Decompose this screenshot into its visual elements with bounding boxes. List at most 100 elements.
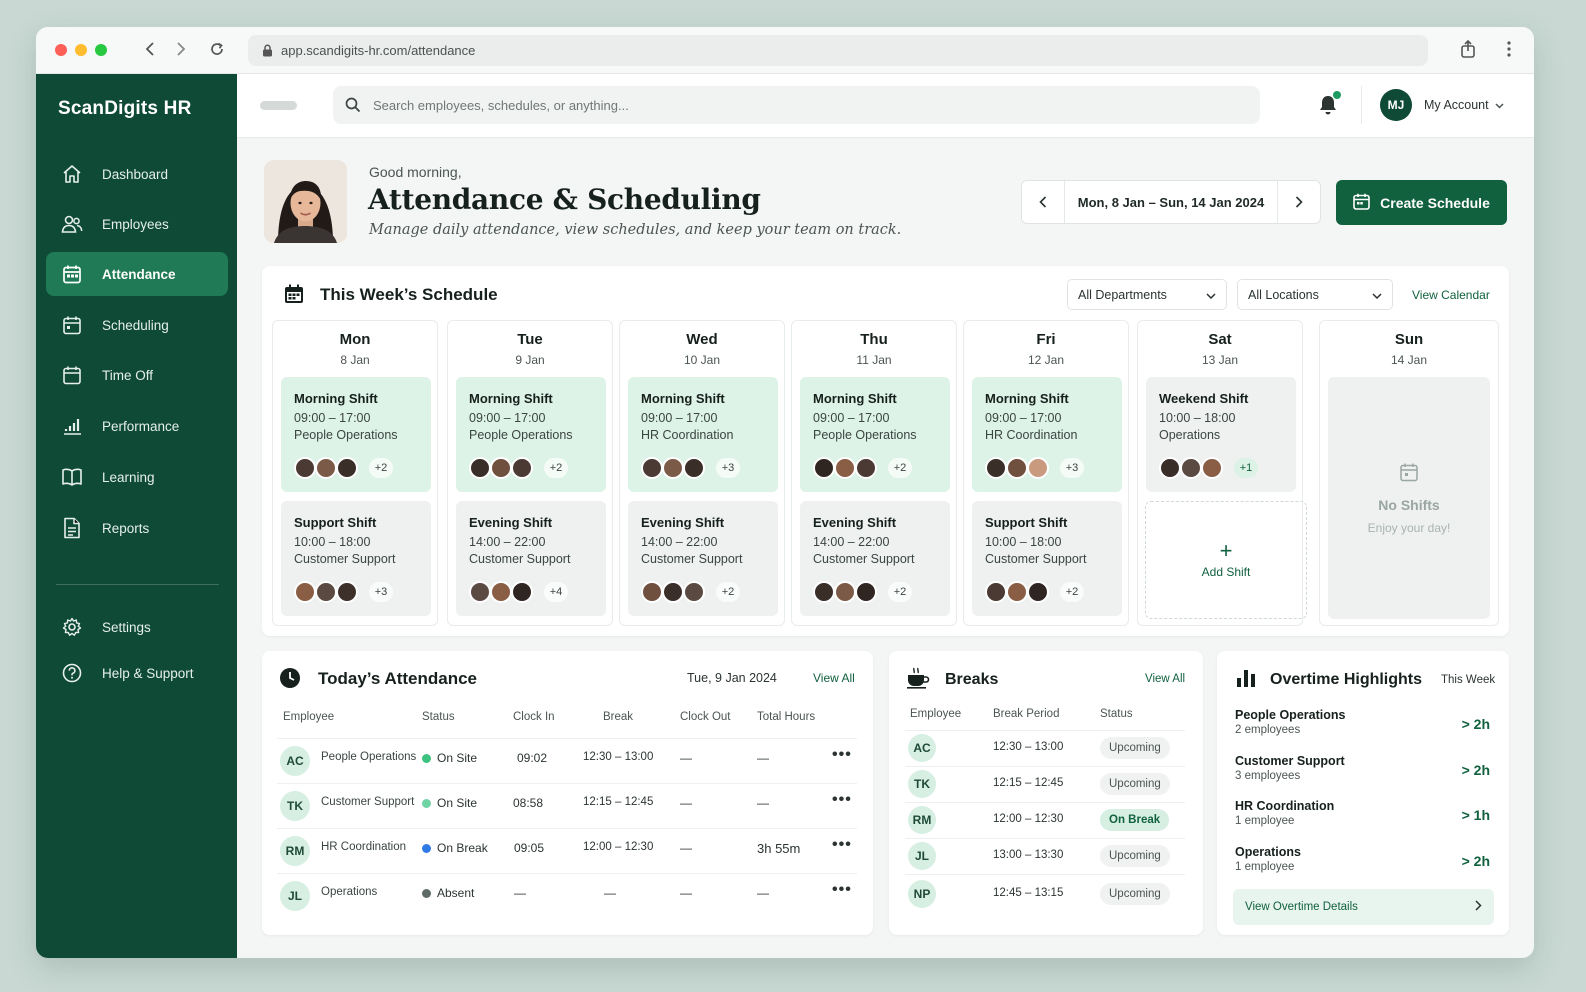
more-options-icon[interactable]	[1499, 39, 1519, 59]
row-actions-icon[interactable]: •••	[832, 881, 852, 898]
overtime-count: 1 employee	[1235, 861, 1295, 873]
shift-time: 10:00 – 18:00	[294, 535, 371, 549]
view-calendar-link[interactable]: View Calendar	[1412, 288, 1490, 302]
overtime-title: Overtime Highlights	[1270, 671, 1423, 688]
more-assignees-badge[interactable]: +1	[1234, 458, 1258, 478]
shift-time: 09:00 – 17:00	[641, 411, 718, 425]
table-row[interactable]: TK 12:15 – 12:45 Upcoming	[905, 766, 1185, 802]
search-input[interactable]: Search employees, schedules, or anything…	[333, 86, 1260, 124]
more-assignees-badge[interactable]: +2	[544, 458, 568, 478]
sidebar-item-reports[interactable]: Reports	[46, 506, 228, 550]
overtime-item[interactable]: People Operations 2 employees > 2h	[1235, 708, 1490, 736]
sidebar-item-employees[interactable]: Employees	[46, 202, 228, 246]
table-row[interactable]: NP 12:45 – 13:15 Upcoming	[905, 874, 1185, 910]
reload-icon[interactable]	[207, 39, 227, 59]
clock-out-cell: —	[680, 796, 692, 810]
more-assignees-badge[interactable]: +4	[544, 582, 568, 602]
user-avatar[interactable]: MJ	[1380, 89, 1412, 121]
sidebar-item-label: Help & Support	[102, 665, 194, 681]
row-actions-icon[interactable]: •••	[832, 836, 852, 853]
shift-card[interactable]: Evening Shift 14:00 – 22:00 Customer Sup…	[800, 501, 950, 616]
day-date: 9 Jan	[515, 353, 545, 367]
brand-logo[interactable]: ScanDigits HR	[58, 98, 192, 119]
date-range-label[interactable]: Mon, 8 Jan – Sun, 14 Jan 2024	[1064, 181, 1278, 223]
clock-in-cell: 08:58	[513, 796, 544, 810]
sidebar-item-help[interactable]: Help & Support	[46, 651, 228, 695]
forward-icon[interactable]	[171, 39, 191, 59]
shift-card[interactable]: Morning Shift 09:00 – 17:00 People Opera…	[456, 377, 606, 492]
table-row[interactable]: AC 12:30 – 13:00 Upcoming	[905, 730, 1185, 766]
create-schedule-button[interactable]: Create Schedule	[1336, 180, 1507, 225]
employee-initials-avatar: TK	[908, 770, 936, 798]
table-row[interactable]: TK Customer Support On Site 08:58 12:15 …	[277, 783, 857, 828]
shift-name: Evening Shift	[813, 515, 897, 530]
minimize-window-button[interactable]	[75, 44, 87, 56]
account-label: My Account	[1424, 98, 1489, 112]
more-assignees-badge[interactable]: +2	[369, 458, 393, 478]
view-overtime-details-button[interactable]: View Overtime Details	[1233, 889, 1494, 925]
previous-week-button[interactable]	[1022, 181, 1064, 223]
status-badge: Upcoming	[1100, 773, 1170, 795]
sidebar-item-settings[interactable]: Settings	[46, 605, 228, 649]
shift-card[interactable]: Evening Shift 14:00 – 22:00 Customer Sup…	[628, 501, 778, 616]
overtime-item[interactable]: Operations 1 employee > 2h	[1235, 845, 1490, 873]
sidebar-item-dashboard[interactable]: Dashboard	[46, 152, 228, 196]
status-cell: On Site	[422, 751, 477, 765]
menu-toggle-button[interactable]	[260, 101, 297, 110]
clock-icon	[279, 667, 301, 694]
overtime-item[interactable]: HR Coordination 1 employee > 1h	[1235, 799, 1490, 827]
notification-bell-icon[interactable]	[1318, 94, 1338, 121]
table-row[interactable]: RM 12:00 – 12:30 On Break	[905, 802, 1185, 838]
department-filter-select[interactable]: All Departments	[1067, 279, 1227, 310]
close-window-button[interactable]	[55, 44, 67, 56]
more-assignees-badge[interactable]: +3	[1060, 458, 1084, 478]
shift-card[interactable]: Weekend Shift 10:00 – 18:00 Operations +…	[1146, 377, 1296, 492]
account-menu[interactable]: My Account	[1424, 98, 1504, 112]
table-row[interactable]: JL 13:00 – 13:30 Upcoming	[905, 838, 1185, 874]
assigned-avatars: +3	[641, 457, 740, 479]
table-row[interactable]: RM HR Coordination On Break 09:05 12:00 …	[277, 828, 857, 873]
maximize-window-button[interactable]	[95, 44, 107, 56]
more-assignees-badge[interactable]: +2	[716, 582, 740, 602]
more-assignees-badge[interactable]: +2	[888, 582, 912, 602]
avatar	[294, 457, 316, 479]
sidebar-item-label: Performance	[102, 418, 180, 434]
row-actions-icon[interactable]: •••	[832, 791, 852, 808]
sidebar-item-time-off[interactable]: Time Off	[46, 353, 228, 397]
day-column-tue: Tue 9 Jan Morning Shift 09:00 – 17:00 Pe…	[447, 320, 613, 626]
breaks-view-all-link[interactable]: View All	[1145, 673, 1186, 685]
shift-card[interactable]: Morning Shift 09:00 – 17:00 People Opera…	[800, 377, 950, 492]
sidebar-item-scheduling[interactable]: Scheduling	[46, 303, 228, 347]
shift-card[interactable]: Morning Shift 09:00 – 17:00 HR Coordinat…	[628, 377, 778, 492]
no-shifts-title: No Shifts	[1378, 496, 1440, 513]
more-assignees-badge[interactable]: +2	[1060, 582, 1084, 602]
location-filter-select[interactable]: All Locations	[1237, 279, 1393, 310]
share-icon[interactable]	[1458, 39, 1478, 59]
shift-card[interactable]: Morning Shift 09:00 – 17:00 HR Coordinat…	[972, 377, 1122, 492]
add-shift-button[interactable]: + Add Shift	[1145, 501, 1307, 619]
chevron-down-icon	[1206, 288, 1216, 302]
calendar-check-icon	[59, 264, 85, 284]
employee-department: Operations	[321, 886, 378, 898]
notification-badge	[1333, 91, 1341, 99]
more-assignees-badge[interactable]: +3	[369, 582, 393, 602]
sidebar-item-attendance[interactable]: Attendance	[46, 252, 228, 296]
table-row[interactable]: JL Operations Absent — — — — •••	[277, 873, 857, 918]
address-bar[interactable]: app.scandigits-hr.com/attendance	[248, 35, 1428, 66]
row-actions-icon[interactable]: •••	[832, 746, 852, 763]
next-week-button[interactable]	[1278, 181, 1320, 223]
sidebar-item-learning[interactable]: Learning	[46, 455, 228, 499]
sidebar-item-performance[interactable]: Performance	[46, 404, 228, 448]
weekly-schedule-card: This Week’s Schedule All Departments All…	[262, 266, 1509, 636]
shift-card[interactable]: Morning Shift 09:00 – 17:00 People Opera…	[281, 377, 431, 492]
calendar-icon	[59, 315, 85, 335]
more-assignees-badge[interactable]: +2	[888, 458, 912, 478]
table-row[interactable]: AC People Operations On Site 09:02 12:30…	[277, 738, 857, 783]
overtime-item[interactable]: Customer Support 3 employees > 2h	[1235, 754, 1490, 782]
attendance-view-all-link[interactable]: View All	[813, 671, 855, 685]
more-assignees-badge[interactable]: +3	[716, 458, 740, 478]
back-icon[interactable]	[140, 39, 160, 59]
shift-card[interactable]: Evening Shift 14:00 – 22:00 Customer Sup…	[456, 501, 606, 616]
shift-card[interactable]: Support Shift 10:00 – 18:00 Customer Sup…	[281, 501, 431, 616]
shift-card[interactable]: Support Shift 10:00 – 18:00 Customer Sup…	[972, 501, 1122, 616]
